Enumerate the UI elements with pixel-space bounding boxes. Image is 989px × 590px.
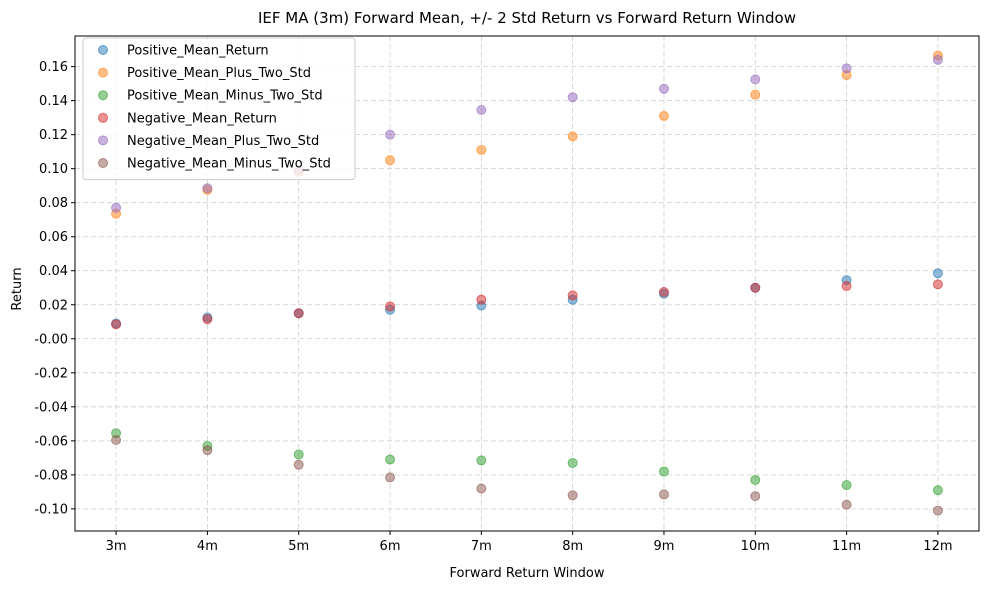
legend-marker bbox=[98, 45, 108, 55]
x-tick-label: 10m bbox=[741, 539, 770, 554]
data-point bbox=[476, 455, 487, 466]
data-point bbox=[567, 131, 578, 142]
data-point bbox=[841, 480, 852, 491]
x-tick-label: 6m bbox=[380, 539, 401, 554]
y-tick-label: -0.04 bbox=[34, 400, 68, 415]
data-point bbox=[932, 54, 943, 65]
data-point bbox=[476, 294, 487, 305]
data-point bbox=[476, 104, 487, 115]
data-point bbox=[750, 474, 761, 485]
legend-marker bbox=[98, 90, 108, 101]
data-point bbox=[750, 491, 761, 502]
y-tick-label: 0.04 bbox=[39, 264, 68, 279]
x-tick-label: 5m bbox=[288, 539, 309, 554]
data-point bbox=[658, 287, 669, 298]
legend-box bbox=[82, 37, 356, 181]
legend-marker bbox=[98, 67, 108, 78]
series-negative-mean-minus-two-std bbox=[111, 434, 943, 516]
legend-label: Positive_Mean_Plus_Two_Std bbox=[127, 66, 311, 81]
data-point bbox=[658, 466, 669, 477]
data-point bbox=[841, 281, 852, 292]
data-point bbox=[385, 155, 396, 166]
data-point bbox=[841, 63, 852, 74]
y-tick-label: 0.16 bbox=[39, 60, 68, 75]
legend-marker bbox=[98, 112, 108, 123]
data-point bbox=[385, 129, 396, 140]
y-tick-label: -0.02 bbox=[34, 366, 68, 381]
x-tick-label: 4m bbox=[197, 539, 218, 554]
legend: Positive_Mean_Return Positive_Mean_Plus_T… bbox=[82, 37, 356, 181]
data-point bbox=[567, 290, 578, 301]
y-tick-label: -0.08 bbox=[34, 468, 68, 483]
data-point bbox=[932, 485, 943, 496]
x-tick-label: 12m bbox=[923, 539, 952, 554]
data-point bbox=[658, 110, 669, 121]
legend-label: Positive_Mean_Return bbox=[127, 44, 269, 59]
data-point bbox=[476, 144, 487, 155]
data-point bbox=[111, 434, 122, 445]
data-point bbox=[841, 499, 852, 510]
data-point bbox=[567, 457, 578, 468]
series-negative-mean-return bbox=[111, 279, 943, 330]
legend-label: Positive_Mean_Minus_Two_Std bbox=[127, 89, 323, 104]
y-tick-label: 0.06 bbox=[39, 230, 68, 245]
data-point bbox=[385, 454, 396, 465]
data-point bbox=[932, 505, 943, 516]
data-point bbox=[932, 268, 943, 279]
x-tick-label: 8m bbox=[562, 539, 583, 554]
data-point bbox=[750, 74, 761, 85]
y-axis: -0.10 -0.08 -0.06 -0.04 -0.02 -0.00 0.02 0.04 0.… bbox=[34, 60, 75, 517]
legend-label: Negative_Mean_Return bbox=[127, 111, 277, 126]
data-point bbox=[750, 282, 761, 293]
data-point bbox=[293, 308, 304, 319]
x-tick-label: 3m bbox=[106, 539, 127, 554]
data-point bbox=[111, 319, 122, 330]
y-axis-title: Return bbox=[10, 267, 25, 310]
legend-label: Negative_Mean_Minus_Two_Std bbox=[127, 157, 331, 172]
data-point bbox=[750, 89, 761, 100]
data-point bbox=[658, 83, 669, 94]
data-point bbox=[932, 279, 943, 290]
x-tick-label: 7m bbox=[471, 539, 492, 554]
y-tick-label: -0.00 bbox=[34, 332, 68, 347]
data-point bbox=[111, 202, 122, 213]
legend-marker bbox=[98, 135, 108, 146]
data-point bbox=[567, 490, 578, 501]
y-tick-label: -0.10 bbox=[34, 502, 68, 517]
data-point bbox=[202, 314, 213, 325]
data-point bbox=[658, 489, 669, 500]
x-tick-label: 9m bbox=[654, 539, 675, 554]
series-positive-mean-minus-two-std bbox=[111, 428, 943, 496]
data-point bbox=[567, 92, 578, 103]
data-point bbox=[202, 183, 213, 194]
x-axis-title: Forward Return Window bbox=[450, 566, 605, 581]
y-tick-label: 0.12 bbox=[39, 128, 68, 143]
y-tick-label: 0.10 bbox=[39, 162, 68, 177]
y-tick-label: 0.08 bbox=[39, 196, 68, 211]
x-tick-label: 11m bbox=[832, 539, 861, 554]
legend-marker bbox=[98, 158, 108, 168]
plot-frame bbox=[74, 35, 980, 532]
data-point bbox=[202, 445, 213, 456]
data-point bbox=[293, 449, 304, 460]
data-point bbox=[385, 472, 396, 483]
data-point bbox=[293, 459, 304, 470]
chart-title: IEF MA (3m) Forward Mean, +/- 2 Std Retu… bbox=[258, 9, 796, 27]
y-tick-label: 0.02 bbox=[39, 298, 68, 313]
y-tick-label: 0.14 bbox=[39, 94, 68, 109]
data-point bbox=[385, 301, 396, 312]
legend-label: Negative_Mean_Plus_Two_Std bbox=[127, 134, 319, 149]
x-axis: 3m 4m 5m 6m 7m 8m 9m 10m 11m 12m bbox=[106, 531, 953, 554]
data-point bbox=[476, 483, 487, 494]
y-tick-label: -0.06 bbox=[34, 434, 68, 449]
